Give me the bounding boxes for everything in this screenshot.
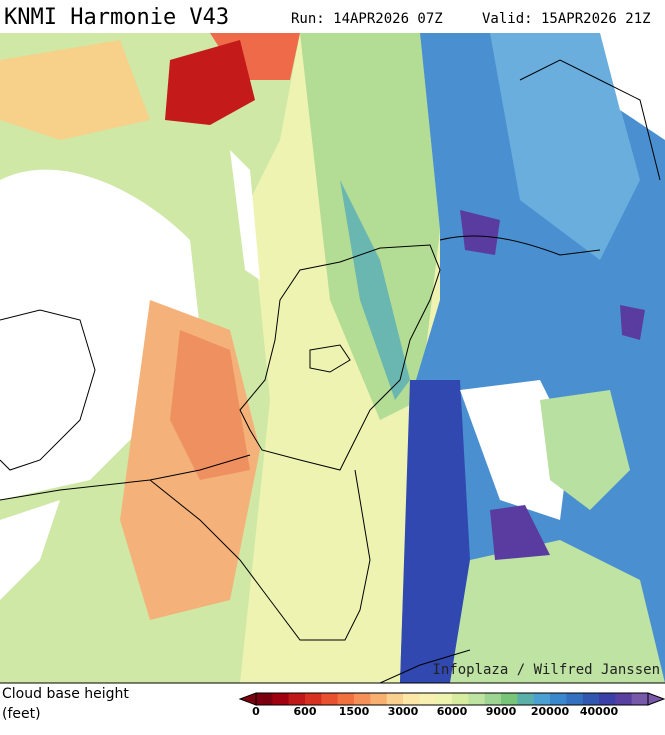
colorbar-swatch <box>386 693 404 705</box>
colorbar-swatch <box>582 693 600 705</box>
colorbar-swatch <box>599 693 616 705</box>
colorbar-swatch <box>615 693 632 705</box>
colorbar-swatch <box>566 693 583 705</box>
colorbar-swatch <box>370 693 387 705</box>
colorbar-tick-label: 40000 <box>580 705 619 718</box>
colorbar-tick-label: 600 <box>294 705 317 718</box>
colorbar-tick-label: 20000 <box>531 705 570 718</box>
colorbar-swatch <box>403 693 420 705</box>
colorbar-swatch <box>272 693 289 705</box>
colorbar-swatch <box>501 693 518 705</box>
run-time: Run: 14APR2026 07Z <box>291 11 443 27</box>
legend-unit: (feet) <box>2 706 41 722</box>
colorbar-swatch <box>435 693 453 705</box>
title: KNMI Harmonie V43 <box>4 5 229 30</box>
colorbar-swatch <box>419 693 436 705</box>
colorbar-tick-label: 9000 <box>486 705 517 718</box>
colorbar-swatch <box>517 693 534 705</box>
colorbar-swatch <box>256 693 273 705</box>
colorbar-swatch <box>354 693 371 705</box>
credit: Infoplaza / Wilfred Janssen <box>432 662 660 678</box>
colorbar-swatch <box>533 693 551 705</box>
colorbar-swatch <box>305 693 322 705</box>
colorbar-swatch <box>452 693 469 705</box>
colorbar: 0 600 1500 3000 6000 9000 20000 40000 <box>238 692 665 718</box>
colorbar-swatch <box>484 693 502 705</box>
legend-label: Cloud base height <box>2 686 129 702</box>
colorbar-swatch <box>321 693 338 705</box>
colorbar-swatch <box>550 693 567 705</box>
colorbar-swatch <box>468 693 485 705</box>
colorbar-swatch <box>337 693 355 705</box>
colorbar-tick-label: 0 <box>252 705 260 718</box>
colorbar-frame <box>255 692 649 706</box>
map: Infoplaza / Wilfred Janssen <box>0 33 665 684</box>
colorbar-left-end <box>238 692 257 706</box>
colorbar-right-end <box>647 692 665 706</box>
colorbar-tick-label: 6000 <box>437 705 468 718</box>
colorbar-tick-label: 3000 <box>388 705 419 718</box>
valid-time: Valid: 15APR2026 21Z <box>482 11 651 27</box>
colorbar-swatch <box>288 693 306 705</box>
colorbar-swatch <box>631 693 649 705</box>
colorbar-tick-label: 1500 <box>339 705 370 718</box>
